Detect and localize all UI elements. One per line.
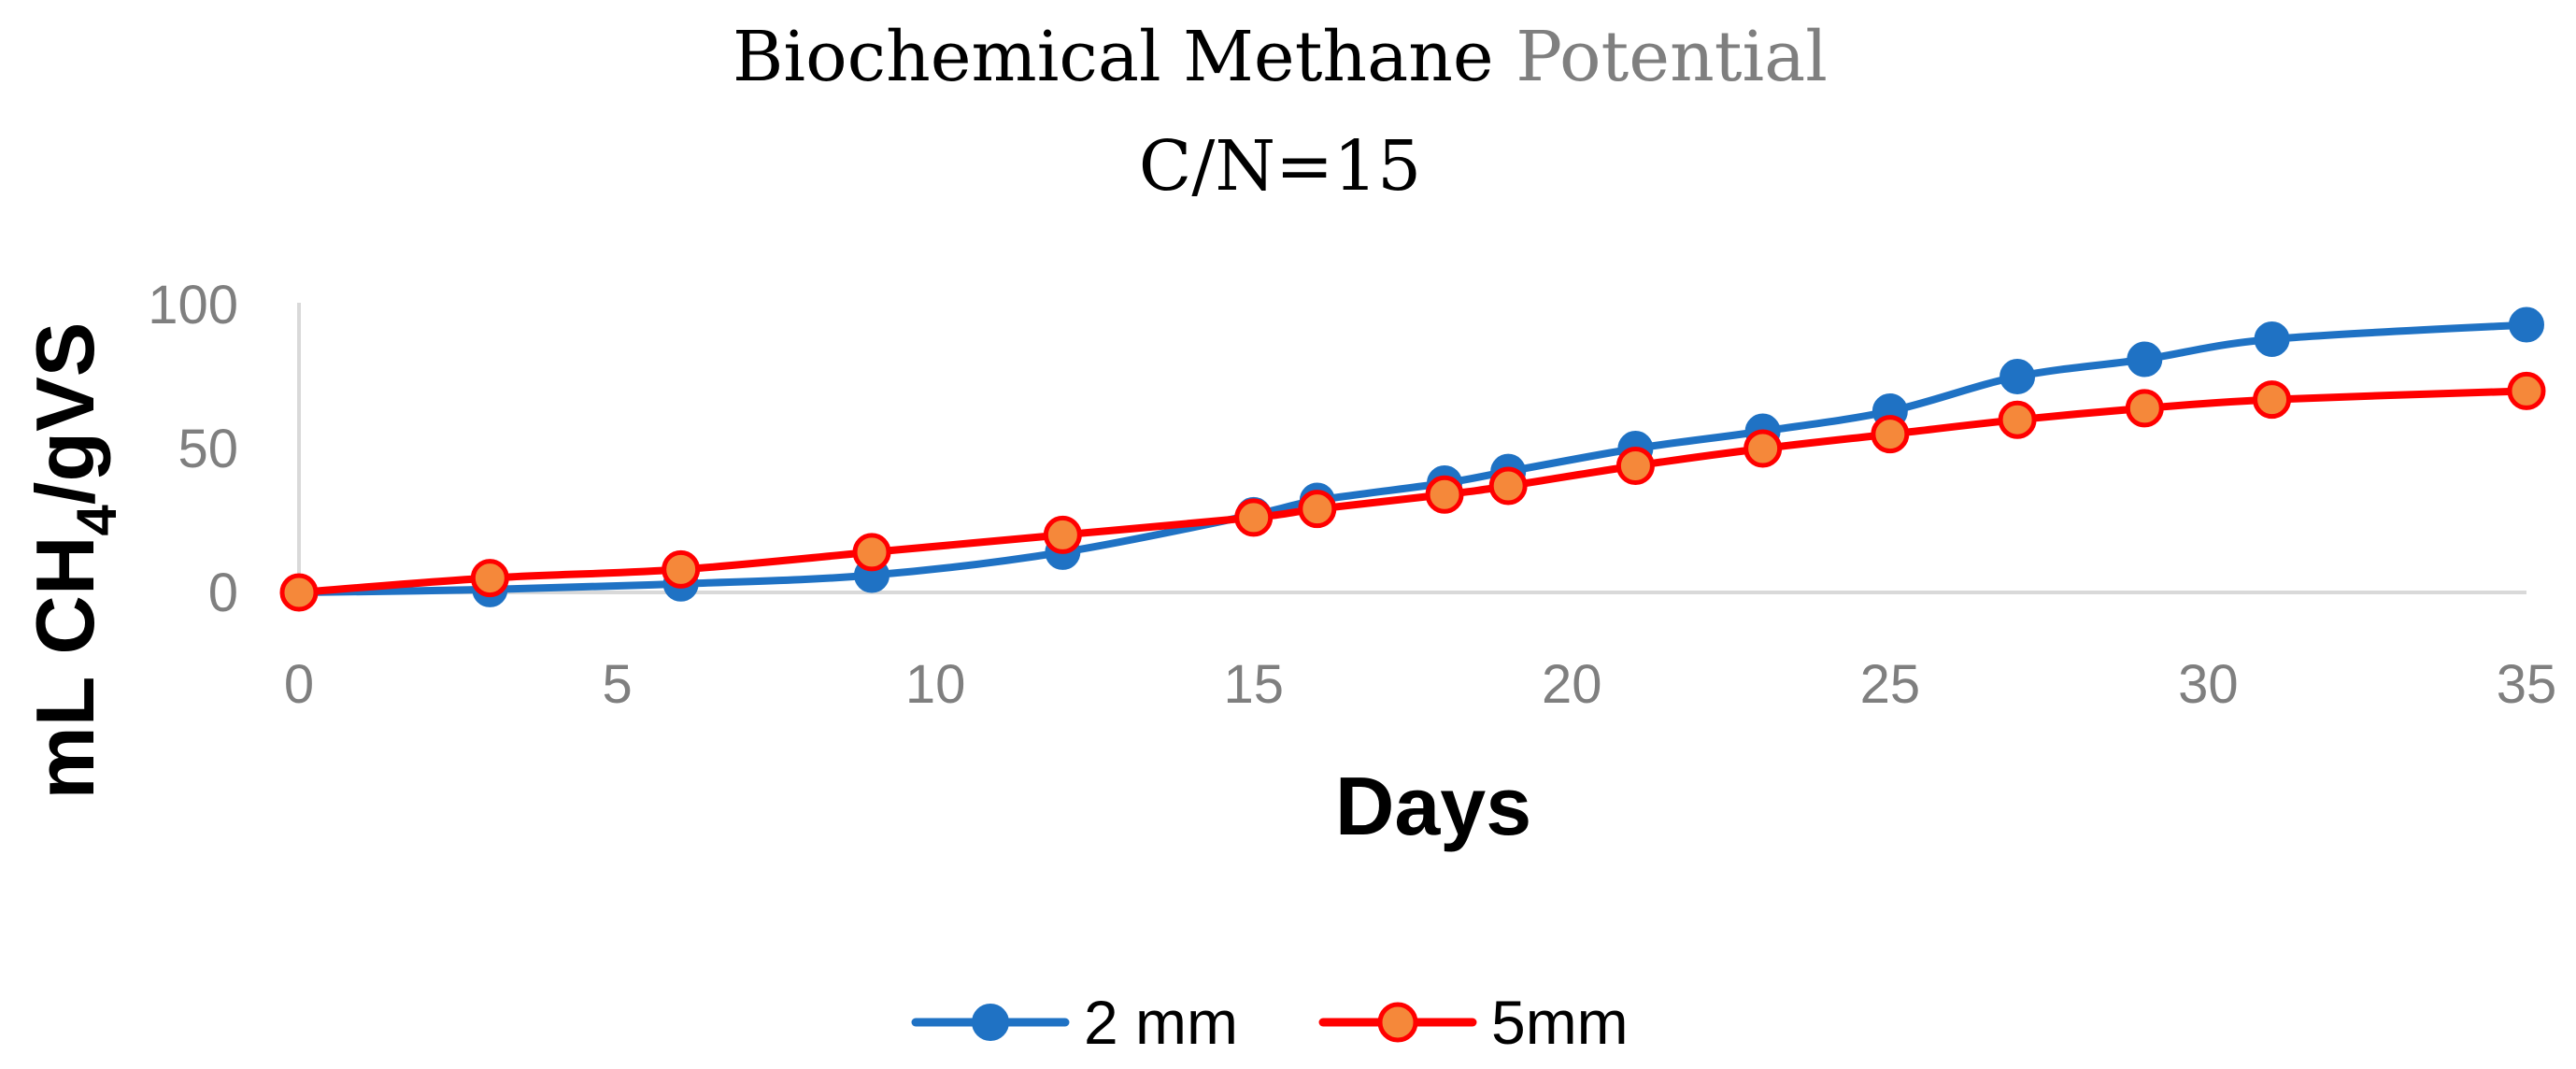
y-axis-title-subscript: 4 <box>65 505 128 536</box>
y-tick-label: 50 <box>178 419 238 479</box>
data-point <box>1298 490 1337 529</box>
data-point <box>2127 341 2163 378</box>
data-point <box>2253 380 2292 420</box>
data-point <box>2254 321 2290 357</box>
y-axis-ticks: 0 50 100 <box>148 275 238 623</box>
x-tick-label: 20 <box>1542 654 1602 715</box>
y-tick-label: 0 <box>208 563 238 623</box>
x-tick-label: 15 <box>1223 654 1284 715</box>
data-point <box>279 573 319 612</box>
y-tick-label: 100 <box>148 275 238 335</box>
data-point <box>470 559 509 598</box>
data-point <box>2125 389 2164 428</box>
legend-marker <box>1377 1002 1418 1043</box>
x-tick-label: 25 <box>1860 654 1921 715</box>
series-layer <box>279 306 2546 612</box>
data-point <box>1998 400 2037 439</box>
chart-title-accent-word: Potential <box>1516 17 1828 97</box>
x-tick-label: 10 <box>905 654 966 715</box>
data-point <box>2509 306 2544 343</box>
x-tick-label: 35 <box>2497 654 2557 715</box>
chart-title-accent <box>1494 17 1516 97</box>
data-point <box>1615 446 1655 485</box>
x-tick-label: 5 <box>602 654 632 715</box>
data-point <box>662 549 701 589</box>
chart-subtitle: C/N=15 <box>1139 126 1421 207</box>
y-axis-title-suffix: /gVS <box>19 322 111 506</box>
x-tick-label: 0 <box>284 654 314 715</box>
data-point <box>1043 515 1082 554</box>
series-line <box>295 387 2530 596</box>
y-axis-title: mL CH4/gVS <box>19 322 128 800</box>
legend: 2 mm 5mm <box>911 988 1629 1057</box>
legend-label: 2 mm <box>1084 988 1238 1057</box>
data-point <box>1871 415 1910 454</box>
data-point <box>1743 429 1783 468</box>
chart-title-main: Biochemical Methane <box>733 17 1494 97</box>
data-point <box>2000 359 2036 394</box>
data-point <box>2507 371 2546 410</box>
chart-title: Biochemical Methane Potential C/N=15 <box>733 17 1828 207</box>
series-line <box>295 321 2530 596</box>
data-point <box>1488 466 1528 506</box>
legend-item: 5mm <box>1318 988 1629 1057</box>
legend-marker <box>972 1004 1009 1041</box>
axes <box>297 303 2526 594</box>
data-point <box>852 533 891 572</box>
y-axis-title-prefix: mL CH <box>19 536 111 800</box>
chart-title-line: Biochemical Methane Potential <box>733 17 1828 97</box>
data-point <box>1234 498 1274 537</box>
x-tick-label: 30 <box>2178 654 2239 715</box>
x-axis-ticks: 0 5 10 15 20 25 30 35 <box>284 654 2556 715</box>
data-point <box>1425 475 1464 514</box>
legend-item: 2 mm <box>911 988 1238 1057</box>
series-2 <box>279 371 2546 612</box>
series-1 <box>281 306 2544 610</box>
legend-label: 5mm <box>1491 988 1629 1057</box>
x-axis-title: Days <box>1335 760 1531 852</box>
